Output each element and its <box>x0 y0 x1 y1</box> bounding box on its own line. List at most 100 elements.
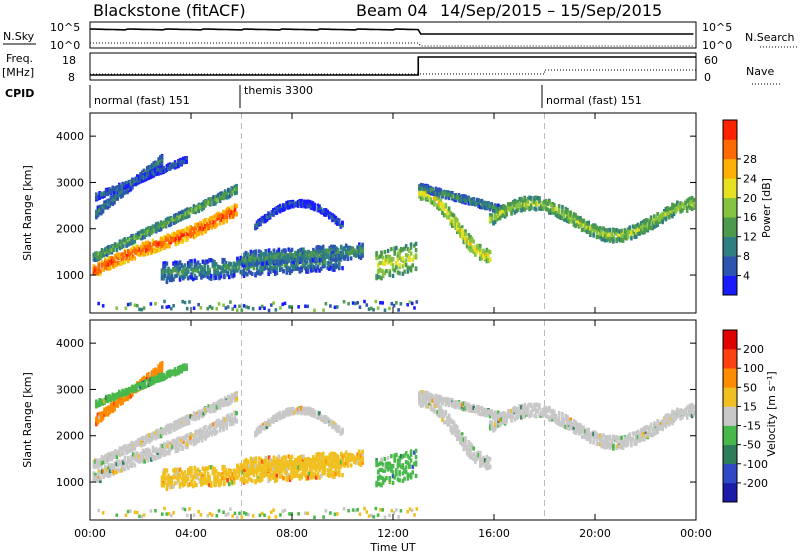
echo-cell <box>168 427 171 432</box>
echo-cell <box>521 203 525 208</box>
echo-cell <box>692 198 696 203</box>
echo-cell <box>518 196 522 202</box>
echo-cell <box>197 438 201 443</box>
echo-cell <box>97 252 101 257</box>
echo-cell <box>418 186 421 191</box>
echo-cell <box>295 252 299 257</box>
echo-cell <box>654 215 658 220</box>
echo-cell <box>164 222 168 228</box>
power-ylabel: Slant Range [km] <box>21 165 34 261</box>
echo-cell <box>191 277 195 282</box>
echo-cell <box>533 195 536 201</box>
echo-cell <box>232 270 236 275</box>
echo-cell <box>426 189 430 194</box>
echo-cell <box>559 215 563 220</box>
beam-title: Beam 04 <box>356 1 428 20</box>
echo-cell <box>137 178 141 183</box>
echo-cell <box>164 218 168 223</box>
echo-cell <box>269 262 272 267</box>
echo-cell <box>157 168 161 174</box>
echo-cell <box>112 259 115 264</box>
echo-cell <box>477 243 480 248</box>
echo-cell <box>113 194 116 199</box>
echo-cell <box>628 229 632 234</box>
echo-cell <box>297 258 300 263</box>
echo-cell <box>490 218 494 223</box>
echo-cell <box>580 222 584 227</box>
echo-cell <box>478 243 482 249</box>
echo-cell <box>641 220 645 225</box>
echo-cell <box>123 457 127 462</box>
echo-cell <box>616 228 620 233</box>
echo-cell <box>428 194 431 199</box>
echo-cell <box>215 429 219 435</box>
echo-cell <box>168 273 172 278</box>
echo-cell <box>184 418 188 423</box>
echo-cell <box>182 268 185 273</box>
echo-cell <box>136 452 140 457</box>
echo-cell <box>398 248 401 253</box>
echo-cell <box>128 237 132 242</box>
echo-cell <box>271 252 274 257</box>
echo-cell <box>130 234 133 239</box>
echo-cell <box>684 202 687 208</box>
echo-cell <box>267 271 270 276</box>
echo-cell <box>488 257 492 262</box>
echo-cell <box>155 161 159 166</box>
echo-cell <box>249 261 253 266</box>
echo-cell <box>118 239 122 244</box>
echo-cell <box>246 252 250 257</box>
echo-cell <box>138 437 142 442</box>
echo-cell <box>684 200 687 205</box>
echo-cell <box>121 395 124 400</box>
echo-cell <box>150 163 154 169</box>
echo-cell <box>140 236 143 241</box>
echo-cell <box>111 189 115 194</box>
echo-cell <box>192 440 196 445</box>
echo-cell <box>94 477 97 483</box>
echo-cell <box>575 221 579 227</box>
echo-cell <box>659 215 663 220</box>
echo-cell <box>148 454 151 459</box>
echo-cell <box>374 299 378 304</box>
echo-cell <box>222 403 225 408</box>
echo-cell <box>462 237 466 242</box>
echo-cell <box>280 254 284 259</box>
echo-cell <box>313 308 316 313</box>
echo-cell <box>235 418 238 423</box>
echo-cell <box>206 306 210 311</box>
echo-cell <box>272 259 276 264</box>
echo-cell <box>248 256 251 262</box>
echo-cell <box>135 455 138 460</box>
echo-cell <box>94 472 97 477</box>
echo-cell <box>431 200 434 205</box>
echo-cell <box>552 202 556 208</box>
echo-cell <box>395 246 398 251</box>
echo-cell <box>233 185 237 190</box>
echo-cell <box>487 249 490 254</box>
echo-cell <box>497 203 500 208</box>
echo-cell <box>278 264 282 269</box>
echo-cell <box>314 268 318 273</box>
echo-cell <box>159 246 163 251</box>
echo-cell <box>99 412 103 417</box>
echo-cell <box>182 439 186 444</box>
echo-cell <box>143 452 147 457</box>
echo-cell <box>155 171 159 176</box>
echo-cell <box>182 264 185 270</box>
echo-cell <box>149 302 153 306</box>
echo-cell <box>128 460 132 466</box>
echo-cell <box>310 254 314 259</box>
echo-cell <box>232 212 235 217</box>
echo-cell <box>205 226 209 232</box>
echo-cell <box>145 240 148 246</box>
echo-cell <box>116 403 119 408</box>
echo-cell <box>274 259 277 264</box>
echo-cell <box>141 178 144 183</box>
echo-cell <box>145 455 148 460</box>
echo-cell <box>107 473 110 478</box>
echo-cell <box>344 243 348 248</box>
echo-cell <box>154 447 158 452</box>
echo-cell <box>259 258 263 264</box>
